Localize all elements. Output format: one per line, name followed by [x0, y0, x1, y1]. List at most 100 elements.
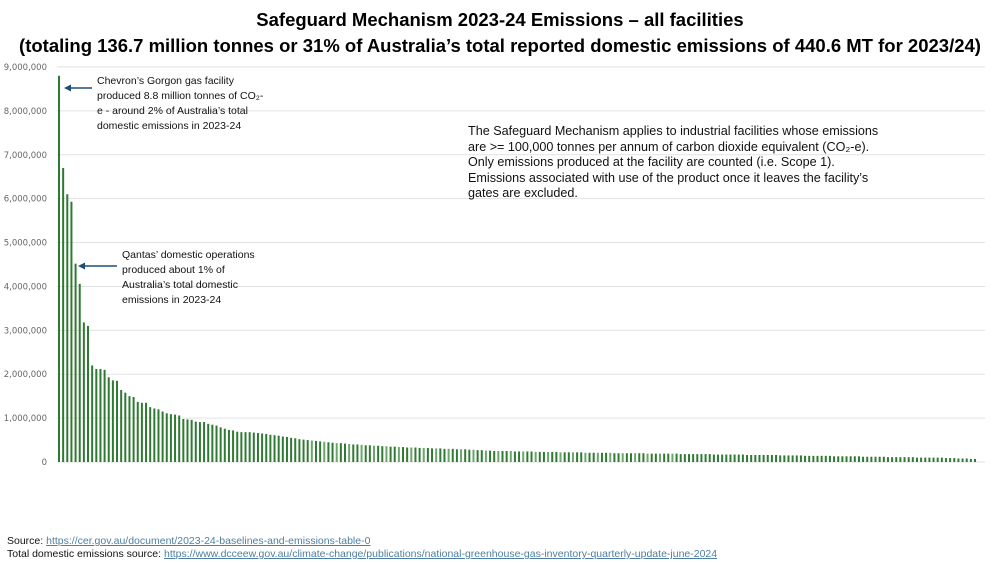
bar — [882, 456, 885, 462]
bar — [596, 452, 599, 462]
bar — [290, 437, 293, 462]
bar — [957, 458, 960, 462]
bar — [124, 392, 127, 462]
bar — [207, 423, 210, 462]
bar — [232, 430, 235, 462]
bar — [538, 451, 541, 462]
bar — [460, 449, 463, 462]
bar — [389, 446, 392, 462]
bar — [671, 453, 674, 462]
bar — [422, 447, 425, 462]
bar — [621, 453, 624, 462]
bar — [576, 452, 579, 462]
bar — [733, 454, 736, 462]
bar — [932, 457, 935, 462]
bar — [418, 447, 421, 462]
bar — [758, 454, 761, 462]
bar — [66, 194, 69, 462]
bar — [310, 440, 313, 462]
bar — [244, 432, 247, 462]
y-tick-label: 0 — [42, 458, 47, 468]
bar — [406, 447, 409, 462]
bar — [261, 433, 264, 462]
bar — [451, 448, 454, 462]
bar — [493, 451, 496, 462]
bar — [667, 453, 670, 462]
bar — [965, 458, 968, 462]
bar — [638, 453, 641, 462]
bar — [878, 456, 881, 462]
bar — [766, 454, 769, 462]
source-label: Source: — [7, 535, 47, 547]
bar — [484, 450, 487, 462]
bar — [953, 458, 956, 462]
total-source-label: Total domestic emissions source: — [7, 548, 164, 560]
bar — [327, 442, 330, 462]
bar — [165, 413, 168, 462]
bar — [294, 438, 297, 462]
bar — [625, 453, 628, 462]
bar — [600, 452, 603, 462]
bar — [120, 390, 123, 462]
source-link[interactable]: https://cer.gov.au/document/2023-24-base… — [46, 535, 371, 547]
bar — [314, 440, 317, 462]
bar — [174, 414, 177, 462]
bar — [816, 455, 819, 462]
bar — [824, 455, 827, 462]
chart-title: Safeguard Mechanism 2023-24 Emissions – … — [256, 9, 744, 30]
bar — [613, 453, 616, 462]
bar — [663, 453, 666, 462]
bar — [91, 365, 94, 462]
bar — [974, 458, 976, 462]
bar — [455, 449, 458, 462]
bar — [696, 454, 699, 462]
bar — [70, 201, 73, 462]
bar — [911, 457, 914, 462]
bar — [252, 432, 255, 462]
bar — [447, 448, 450, 462]
total-source-link[interactable]: https://www.dcceew.gov.au/climate-change… — [163, 548, 718, 560]
bar — [592, 452, 595, 462]
bar — [393, 446, 396, 462]
bar — [509, 451, 512, 462]
bar — [886, 457, 889, 462]
y-axis-ticks: 0 1,000,000 2,000,000 3,000,000 4,000,000 5,0… — [4, 63, 47, 468]
bar — [795, 455, 798, 462]
bar — [571, 452, 574, 462]
bar — [940, 457, 943, 462]
bar — [770, 454, 773, 462]
bar — [211, 424, 214, 462]
bar — [472, 449, 475, 462]
bar — [464, 449, 467, 462]
bar — [750, 454, 753, 462]
y-tick-label: 1,000,000 — [4, 414, 47, 424]
qantas-arrow — [78, 262, 117, 270]
bar — [513, 451, 516, 462]
bar — [298, 439, 301, 462]
bar — [708, 454, 711, 462]
bar — [198, 422, 201, 462]
bar — [219, 427, 222, 462]
bar — [920, 457, 923, 462]
bar — [555, 451, 558, 462]
bar — [654, 453, 657, 462]
bar — [547, 451, 550, 462]
bar — [949, 458, 952, 462]
total-source-line: Total domestic emissions source: https:/… — [7, 548, 717, 560]
bar — [924, 457, 927, 462]
y-tick-label: 5,000,000 — [4, 239, 47, 249]
gorgon-arrow — [64, 84, 92, 92]
bar — [820, 455, 823, 462]
bar — [352, 444, 355, 462]
bar — [762, 454, 765, 462]
bar — [551, 451, 554, 462]
bar — [915, 457, 918, 462]
bar — [95, 368, 98, 462]
bar — [679, 454, 682, 462]
bar — [480, 450, 483, 462]
bar — [107, 377, 110, 462]
bar — [182, 418, 185, 462]
bar — [269, 434, 272, 462]
bar — [273, 435, 276, 462]
bar — [563, 452, 566, 462]
